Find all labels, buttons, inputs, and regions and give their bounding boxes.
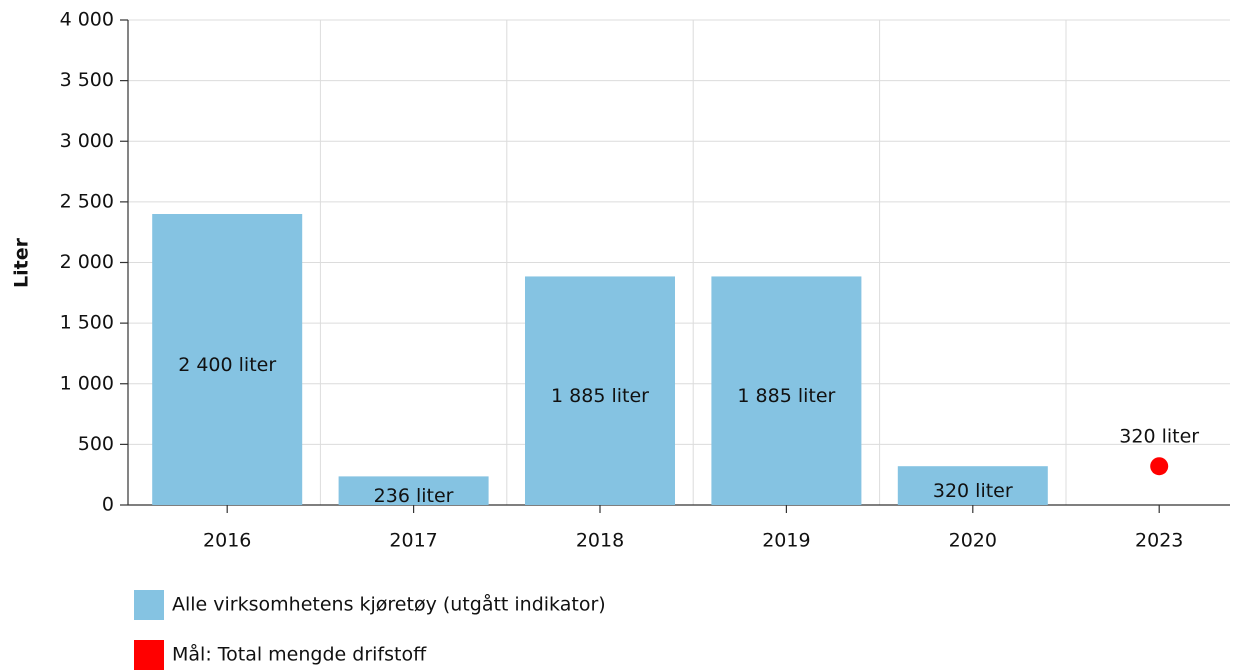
value-label: 1 885 liter: [551, 385, 649, 407]
x-tick-label: 2023: [1135, 530, 1183, 552]
x-tick-label: 2020: [949, 530, 997, 552]
y-tick-label: 4 000: [60, 9, 114, 31]
y-tick-label: 500: [78, 433, 114, 455]
bar: [152, 214, 303, 505]
x-tick-label: 2017: [389, 530, 437, 552]
y-tick-label: 3 500: [60, 69, 114, 91]
legend-label: Alle virksomhetens kjøretøy (utgått indi…: [172, 593, 606, 616]
x-tick-label: 2016: [203, 530, 251, 552]
value-label: 320 liter: [933, 480, 1013, 502]
bar: [525, 276, 675, 505]
legend-label: Mål: Total mengde drifstoff: [172, 643, 427, 666]
y-tick-label: 3 000: [60, 130, 114, 152]
value-label: 1 885 liter: [737, 385, 835, 407]
y-tick-label: 1 000: [60, 372, 114, 394]
value-label: 2 400 liter: [178, 354, 276, 376]
legend-swatch: [134, 640, 164, 670]
y-tick-label: 1 500: [60, 312, 114, 334]
y-tick-label: 2 000: [60, 251, 114, 273]
x-tick-label: 2018: [576, 530, 624, 552]
y-tick-label: 0: [102, 494, 114, 516]
y-tick-label: 2 500: [60, 190, 114, 212]
value-label: 320 liter: [1119, 426, 1199, 448]
target-point: [1150, 457, 1169, 476]
x-tick-label: 2019: [762, 530, 810, 552]
legend-swatch: [134, 590, 164, 620]
bar: [338, 476, 489, 505]
bar: [711, 276, 862, 505]
bar: [897, 466, 1048, 505]
value-label: 236 liter: [374, 485, 454, 507]
y-axis-title: Liter: [11, 237, 33, 288]
